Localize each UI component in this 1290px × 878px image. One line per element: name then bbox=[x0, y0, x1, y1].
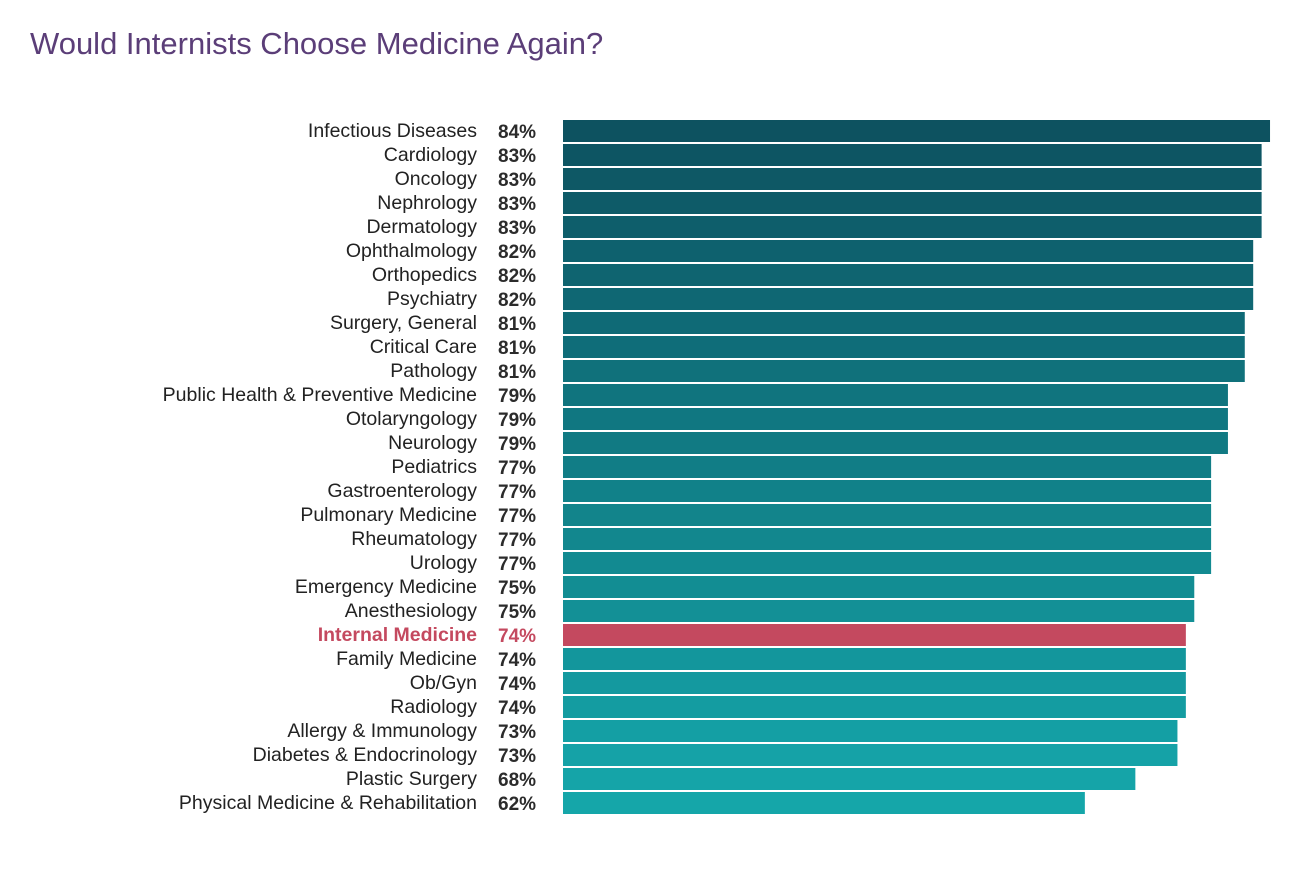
category-label: Gastroenterology bbox=[327, 480, 477, 502]
bar bbox=[563, 288, 1254, 310]
value-label: 74% bbox=[498, 698, 536, 719]
value-label: 82% bbox=[498, 266, 536, 287]
category-label: Allergy & Immunology bbox=[287, 720, 477, 742]
bar bbox=[563, 768, 1136, 790]
bar bbox=[563, 648, 1186, 670]
category-label: Diabetes & Endocrinology bbox=[253, 744, 478, 766]
bar bbox=[563, 192, 1262, 214]
category-label: Rheumatology bbox=[351, 528, 477, 550]
bar bbox=[563, 240, 1254, 262]
value-label: 81% bbox=[498, 338, 536, 359]
category-label: Ob/Gyn bbox=[410, 672, 477, 694]
value-label: 75% bbox=[498, 602, 536, 623]
category-label: Psychiatry bbox=[387, 288, 477, 310]
value-label: 82% bbox=[498, 290, 536, 311]
category-label: Ophthalmology bbox=[346, 240, 477, 262]
category-label: Public Health & Preventive Medicine bbox=[163, 384, 477, 406]
bar bbox=[563, 600, 1195, 622]
value-label: 75% bbox=[498, 578, 536, 599]
value-label: 74% bbox=[498, 674, 536, 695]
value-label: 62% bbox=[498, 794, 536, 815]
value-label: 83% bbox=[498, 146, 536, 167]
value-label: 83% bbox=[498, 170, 536, 191]
category-label: Anesthesiology bbox=[345, 600, 478, 622]
category-label: Urology bbox=[410, 552, 477, 574]
category-label: Internal Medicine bbox=[318, 624, 477, 646]
value-label: 82% bbox=[498, 242, 536, 263]
bar bbox=[563, 744, 1178, 766]
category-label: Pediatrics bbox=[391, 456, 477, 478]
category-label: Pulmonary Medicine bbox=[300, 504, 477, 526]
bar bbox=[563, 672, 1186, 694]
value-label: 83% bbox=[498, 218, 536, 239]
category-label: Family Medicine bbox=[336, 648, 477, 670]
category-label: Infectious Diseases bbox=[308, 120, 477, 142]
value-label: 77% bbox=[498, 506, 536, 527]
category-label: Emergency Medicine bbox=[295, 576, 477, 598]
bar bbox=[563, 264, 1254, 286]
bar bbox=[563, 528, 1212, 550]
category-label: Critical Care bbox=[370, 336, 477, 358]
bar bbox=[563, 120, 1271, 142]
value-label: 79% bbox=[498, 434, 536, 455]
bar bbox=[563, 552, 1212, 574]
bar bbox=[563, 576, 1195, 598]
bar bbox=[563, 432, 1228, 454]
category-label: Pathology bbox=[390, 360, 477, 382]
value-label: 81% bbox=[498, 314, 536, 335]
value-label: 77% bbox=[498, 458, 536, 479]
category-label: Surgery, General bbox=[330, 312, 477, 334]
bar bbox=[563, 696, 1186, 718]
value-label: 83% bbox=[498, 194, 536, 215]
bar bbox=[563, 216, 1262, 238]
bar bbox=[563, 360, 1245, 382]
category-label: Physical Medicine & Rehabilitation bbox=[179, 792, 477, 814]
value-label: 79% bbox=[498, 386, 536, 407]
value-label: 77% bbox=[498, 530, 536, 551]
category-label: Plastic Surgery bbox=[346, 768, 477, 790]
value-label: 77% bbox=[498, 554, 536, 575]
value-label: 68% bbox=[498, 770, 536, 791]
bar bbox=[563, 720, 1178, 742]
bar bbox=[563, 336, 1245, 358]
value-label: 74% bbox=[498, 626, 536, 647]
bar bbox=[563, 312, 1245, 334]
bar bbox=[563, 792, 1085, 814]
chart-title: Would Internists Choose Medicine Again? bbox=[30, 26, 603, 61]
bar bbox=[563, 456, 1212, 478]
category-label: Oncology bbox=[395, 168, 478, 190]
bar bbox=[563, 384, 1228, 406]
category-label: Nephrology bbox=[377, 192, 477, 214]
value-label: 73% bbox=[498, 722, 536, 743]
value-label: 84% bbox=[498, 122, 536, 143]
category-label: Dermatology bbox=[366, 216, 477, 238]
bar bbox=[563, 168, 1262, 190]
category-label: Orthopedics bbox=[372, 264, 477, 286]
value-label: 77% bbox=[498, 482, 536, 503]
bar bbox=[563, 144, 1262, 166]
value-label: 74% bbox=[498, 650, 536, 671]
bar bbox=[563, 480, 1212, 502]
bar bbox=[563, 624, 1186, 646]
category-label: Radiology bbox=[390, 696, 477, 718]
category-label: Otolaryngology bbox=[346, 408, 477, 430]
category-label: Neurology bbox=[388, 432, 477, 454]
category-label: Cardiology bbox=[384, 144, 477, 166]
bar bbox=[563, 504, 1212, 526]
value-label: 73% bbox=[498, 746, 536, 767]
bar bbox=[563, 408, 1228, 430]
value-label: 79% bbox=[498, 410, 536, 431]
value-label: 81% bbox=[498, 362, 536, 383]
